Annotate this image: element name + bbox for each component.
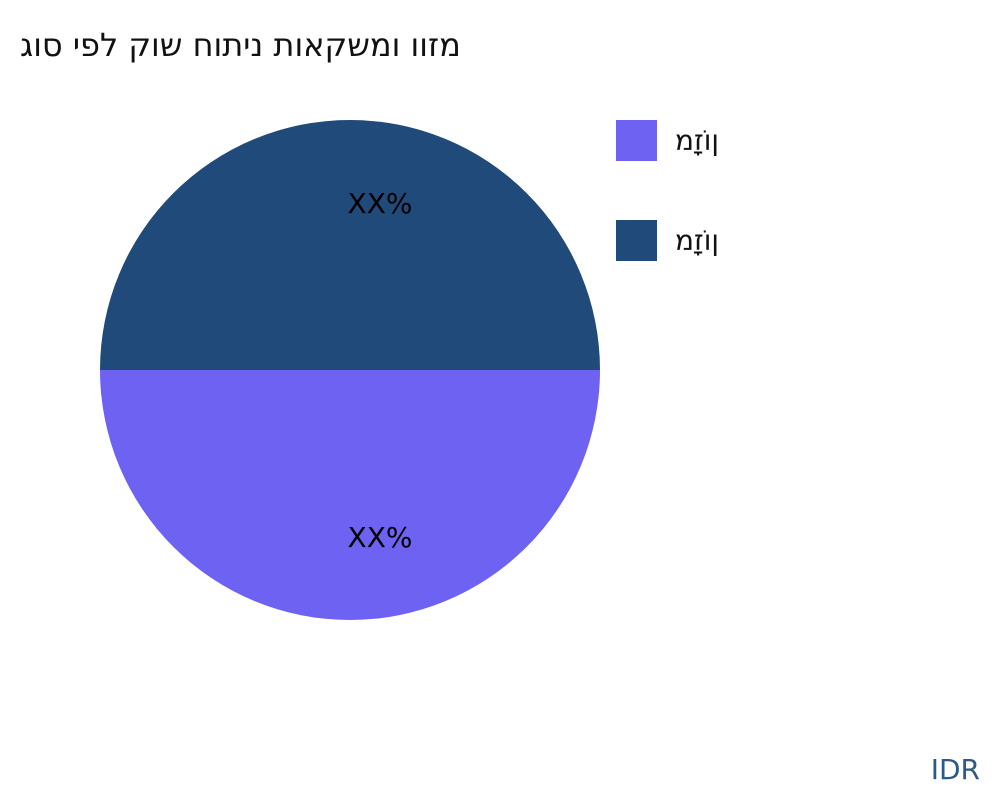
chart-title: גוס יפל קוש חותינ תואקשמו ווזמ	[20, 26, 461, 64]
legend: מזָוֹן מזָוֹן	[616, 120, 719, 320]
legend-label: מזָוֹן	[675, 224, 719, 257]
brand-logo: IDR	[930, 753, 980, 786]
legend-label: מזָוֹן	[675, 124, 719, 157]
slice-label: XX%	[348, 187, 413, 220]
legend-swatch	[616, 120, 657, 161]
legend-swatch	[616, 220, 657, 261]
pie-slice	[100, 370, 600, 620]
legend-item: מזָוֹן	[616, 220, 719, 261]
pie-slice	[100, 120, 600, 370]
legend-item: מזָוֹן	[616, 120, 719, 161]
slice-label: XX%	[348, 521, 413, 554]
